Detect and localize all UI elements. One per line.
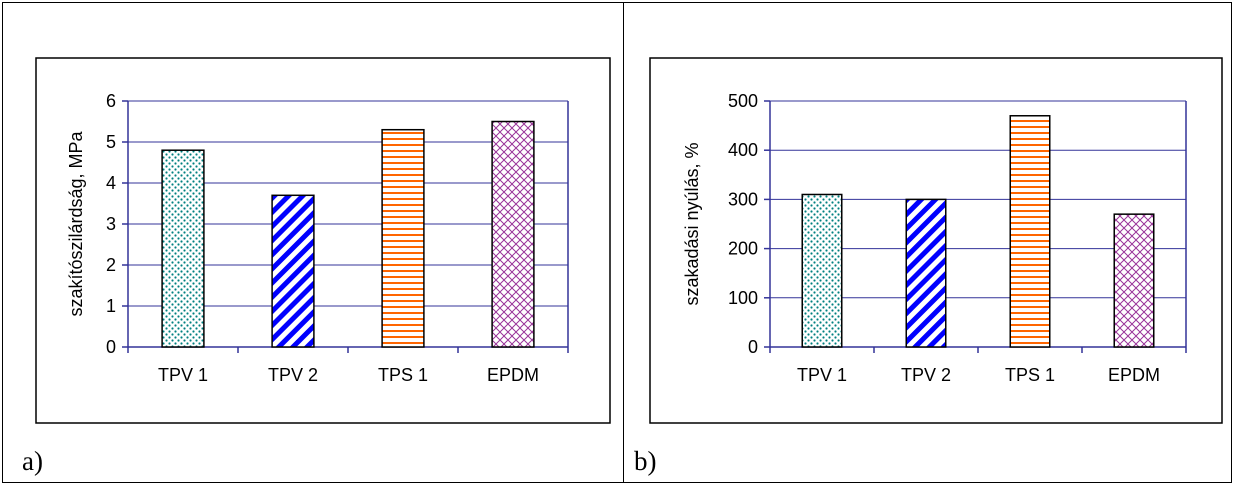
category-label-a-3: EPDM [487, 365, 539, 385]
category-label-b-3: EPDM [1108, 365, 1160, 385]
category-label-a-0: TPV 1 [158, 365, 208, 385]
panel-label-a: a) [22, 446, 43, 476]
bar-b-3 [1113, 213, 1155, 348]
category-label-b-2: TPS 1 [1005, 365, 1055, 385]
ytick-label-a-4: 4 [106, 173, 116, 193]
category-label-a-2: TPS 1 [378, 365, 428, 385]
bar-b-1 [905, 198, 947, 348]
ytick-label-a-6: 6 [106, 91, 116, 111]
category-label-b-0: TPV 1 [797, 365, 847, 385]
ytick-label-b-1: 100 [728, 288, 758, 308]
bar-a-3 [491, 120, 535, 348]
panel-label-b: b) [634, 446, 657, 476]
bar-a-1 [271, 194, 315, 348]
ytick-label-b-4: 400 [728, 140, 758, 160]
bar-a-0 [161, 149, 205, 348]
ytick-label-b-0: 0 [748, 337, 758, 357]
ytick-label-a-1: 1 [106, 296, 116, 316]
ytick-label-a-0: 0 [106, 337, 116, 357]
bar-b-2 [1009, 115, 1051, 348]
ylabel-a: szakítószilárdság, MPa [66, 130, 86, 316]
category-label-a-1: TPV 2 [268, 365, 318, 385]
panel-divider [623, 2, 624, 483]
ylabel-b: szakadási nyúlás, % [682, 142, 702, 305]
chart-b: 0 100 200 300 400 500 TPV 1 TPV 2 TPS 1 EPDM szaka… [682, 91, 1187, 385]
bar-a-2 [381, 128, 425, 348]
bar-b-0 [801, 193, 843, 348]
ytick-label-a-3: 3 [106, 214, 116, 234]
ytick-label-a-5: 5 [106, 132, 116, 152]
ytick-label-b-3: 300 [728, 189, 758, 209]
category-label-b-1: TPV 2 [901, 365, 951, 385]
ytick-label-b-2: 200 [728, 239, 758, 259]
chart-a: 0 1 2 3 4 5 6 TPV 1 TPV 2 TPS 1 EPDM szakítószilárd… [66, 91, 569, 385]
ytick-label-b-5: 500 [728, 91, 758, 111]
ytick-label-a-2: 2 [106, 255, 116, 275]
